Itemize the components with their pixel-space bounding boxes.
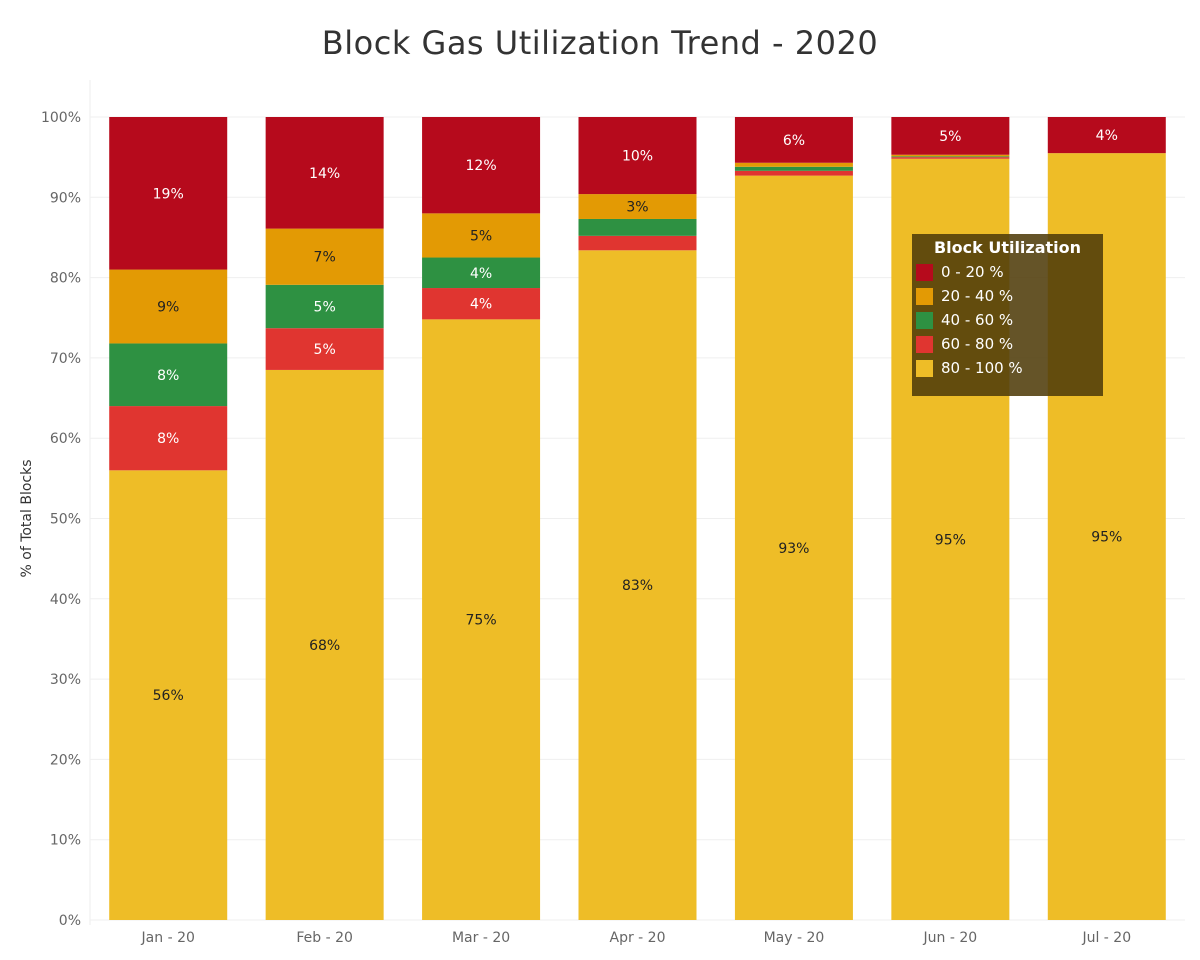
data-label: 7% <box>314 250 336 266</box>
bar-segment <box>578 250 697 921</box>
y-tick-label: 90% <box>50 190 81 206</box>
bar-segment <box>734 166 853 171</box>
legend-label: 40 - 60 % <box>941 311 1014 329</box>
legend-label: 80 - 100 % <box>941 359 1023 377</box>
bar-segment <box>891 154 1010 157</box>
data-label: 8% <box>157 368 179 384</box>
data-label: 56% <box>153 688 184 704</box>
bar-segment <box>265 117 384 229</box>
y-tick-label: 10% <box>50 833 81 849</box>
legend-label: 20 - 40 % <box>941 287 1014 305</box>
x-tick-label: Jul - 20 <box>1081 930 1131 946</box>
bar-segment <box>109 406 228 471</box>
data-label: 14% <box>309 166 340 182</box>
x-tick-label: Jan - 20 <box>141 930 195 946</box>
bar-segment <box>734 117 853 163</box>
legend-item: 0 - 20 % <box>916 260 1103 284</box>
x-tick-label: May - 20 <box>764 930 825 946</box>
legend-item: 40 - 60 % <box>916 308 1103 332</box>
legend-label: 60 - 80 % <box>941 335 1014 353</box>
data-label: 4% <box>470 297 492 313</box>
bar-segment <box>109 269 228 344</box>
legend-title: Block Utilization <box>933 238 1082 257</box>
legend-item: 60 - 80 % <box>916 332 1103 356</box>
bar-segment <box>265 284 384 329</box>
data-label: 68% <box>309 638 340 654</box>
bar-segment <box>422 257 541 289</box>
bar-segment <box>422 213 541 258</box>
legend-items: 0 - 20 % 20 - 40 % 40 - 60 % 60 - 80 % 80 - … <box>916 260 1103 380</box>
data-label: 8% <box>157 431 179 447</box>
bar-segment <box>578 235 697 251</box>
data-label: 10% <box>622 149 653 165</box>
data-label: 5% <box>314 342 336 358</box>
bar-segment <box>578 194 697 219</box>
y-tick-label: 60% <box>50 431 81 447</box>
bar-segment <box>734 175 853 920</box>
data-label: 5% <box>314 300 336 316</box>
legend-label: 0 - 20 % <box>941 263 1004 281</box>
data-label: 12% <box>466 158 497 174</box>
data-label: 95% <box>935 532 966 548</box>
legend-swatch <box>916 287 933 305</box>
legend-swatch <box>916 311 933 329</box>
y-tick-label: 70% <box>50 351 81 367</box>
bar-segment <box>1047 117 1166 154</box>
bar-segment <box>422 319 541 921</box>
legend-swatch <box>916 263 933 281</box>
bar-segment <box>109 343 228 407</box>
legend: Block Utilization 0 - 20 % 20 - 40 % 40 - … <box>912 234 1103 396</box>
legend-swatch <box>916 335 933 353</box>
bar-segment <box>891 156 1010 158</box>
x-tick-label: Apr - 20 <box>610 930 666 946</box>
bar-segment <box>734 170 853 176</box>
data-label: 75% <box>466 613 497 629</box>
bar-segment <box>265 369 384 920</box>
y-tick-label: 0% <box>59 913 81 929</box>
data-label: 83% <box>622 578 653 594</box>
chart-title: Block Gas Utilization Trend - 2020 <box>321 24 879 62</box>
legend-item: 80 - 100 % <box>916 356 1103 380</box>
bar-segment <box>109 117 228 270</box>
bar-segment <box>578 117 697 195</box>
data-label: 19% <box>153 186 184 202</box>
y-tick-label: 50% <box>50 512 81 528</box>
data-label: 6% <box>783 133 805 149</box>
bar-segment <box>109 470 228 920</box>
x-tick-label: Jun - 20 <box>923 930 978 946</box>
bar-segment <box>265 228 384 285</box>
data-label: 93% <box>778 541 809 557</box>
y-tick-label: 100% <box>41 110 81 126</box>
y-tick-label: 80% <box>50 271 81 287</box>
data-label: 95% <box>1091 530 1122 546</box>
bar-segment <box>422 117 541 214</box>
y-axis-title: % of Total Blocks <box>19 459 35 577</box>
bar-segment <box>891 117 1010 155</box>
data-label: 9% <box>157 300 179 316</box>
y-tick-label: 20% <box>50 752 81 768</box>
data-label: 5% <box>939 129 961 145</box>
bar-segment <box>578 218 697 236</box>
legend-swatch <box>916 359 933 377</box>
x-tick-label: Mar - 20 <box>452 930 510 946</box>
bar-segment <box>422 288 541 320</box>
x-tick-label: Feb - 20 <box>296 930 353 946</box>
data-label: 4% <box>470 266 492 282</box>
bar-segment <box>265 328 384 370</box>
y-tick-label: 30% <box>50 672 81 688</box>
y-tick-label: 40% <box>50 592 81 608</box>
bar-segment <box>891 157 1010 159</box>
legend-item: 20 - 40 % <box>916 284 1103 308</box>
bar-segment <box>734 162 853 167</box>
data-label: 4% <box>1096 128 1118 144</box>
data-label: 5% <box>470 228 492 244</box>
data-label: 3% <box>626 200 648 216</box>
